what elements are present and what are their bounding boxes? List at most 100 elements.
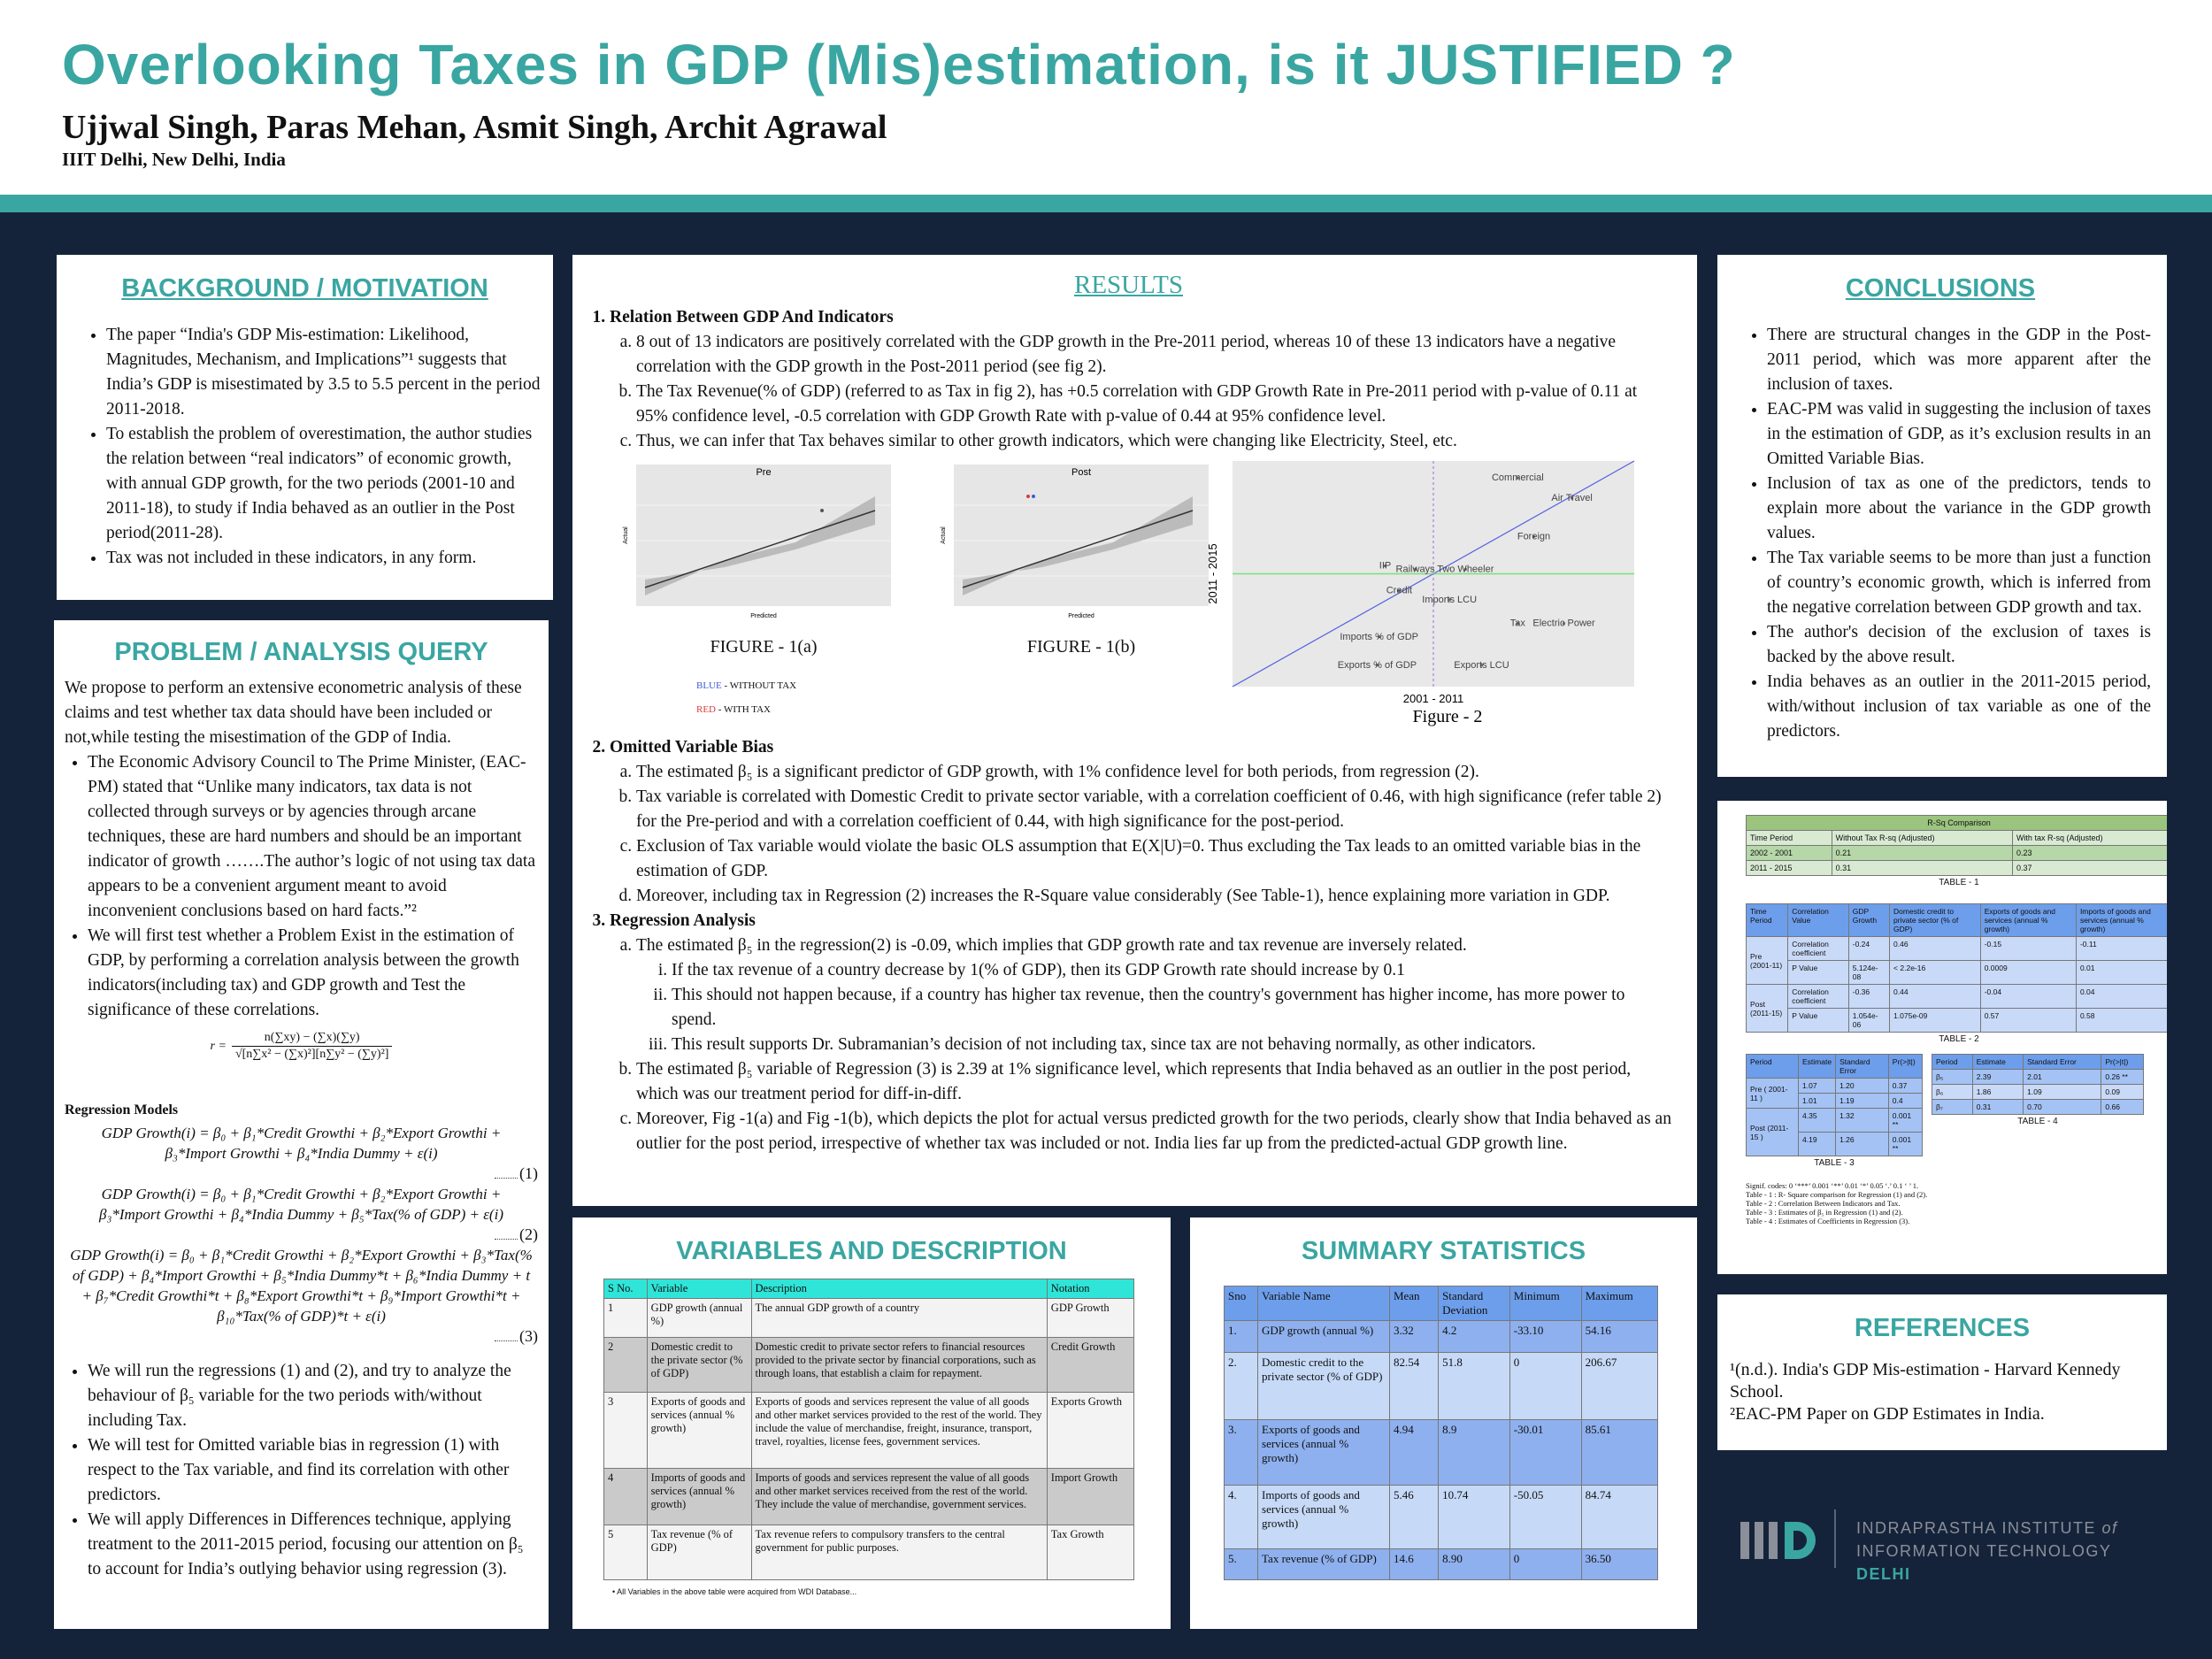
poster-title: Overlooking Taxes in GDP (Mis)estimation…	[62, 33, 1736, 96]
outlier-mark	[820, 509, 824, 512]
table-cell: 0.37	[2011, 860, 2167, 876]
group-cell: Post (2011-15 )	[1745, 1108, 1800, 1156]
header-cell: Maximum	[1580, 1286, 1659, 1321]
header-cell: Without Tax R-sq (Adjusted)	[1831, 830, 2013, 846]
bullet-item: The Economic Advisory Council to The Pri…	[88, 750, 538, 924]
table-cell: 8.90	[1438, 1548, 1510, 1580]
summary-table: Sno Variable Name Mean Standard Deviation Mi…	[1223, 1286, 1659, 1580]
table-note: Table - 4 : Estimates of Coefficients in…	[1746, 1217, 1910, 1225]
header-cell: S No.	[603, 1279, 648, 1299]
section-heading: Relation Between GDP And Indicators	[610, 308, 894, 326]
table-cell: 2011 - 2015	[1746, 860, 1832, 876]
header: Overlooking Taxes in GDP (Mis)estimation…	[0, 0, 2212, 195]
point-label: Electric Power	[1532, 618, 1595, 629]
table-cell: -0.15	[1979, 936, 2077, 961]
header-cell: Sno	[1223, 1286, 1259, 1321]
equation-number-row: (2)	[65, 1225, 538, 1245]
figure-caption: FIGURE - 1(a)	[710, 637, 818, 657]
affiliation: IIIT Delhi, New Delhi, India	[62, 149, 286, 170]
table-row: P Value 1.054e-06 1.075e-09 0.57 0.58	[1746, 1008, 2167, 1033]
header-row: Time Period Without Tax R-sq (Adjusted) Wi…	[1746, 830, 2167, 846]
header-cell: Variable	[646, 1279, 752, 1299]
table-cell: β₆	[1932, 1084, 1973, 1100]
logo-word: DELHI	[1856, 1565, 1911, 1583]
table-cell: 0	[1509, 1352, 1582, 1420]
section-item: Exclusion of Tax variable would violate …	[636, 834, 1672, 884]
header-cell: Period	[1932, 1054, 1973, 1070]
sub-item: This result supports Dr. Subramanian’s d…	[672, 1033, 1672, 1057]
equation-number-row: (3)	[65, 1326, 538, 1347]
table: Time Period Correlation Value GDP Growth Do…	[1745, 903, 2167, 1033]
table-cell: 0.57	[1979, 1008, 2077, 1033]
item-text: The Tax Revenue(% of GDP) (referred to a…	[636, 382, 1638, 426]
note-text: All Variables in the above table were ac…	[617, 1587, 857, 1596]
results-list: Relation Between GDP And Indicators 8 out…	[585, 305, 1672, 1156]
header-cell: Standard Deviation	[1438, 1286, 1510, 1321]
table-title: R-Sq Comparison	[1746, 815, 2167, 831]
table-cell: Exports of goods and services represent …	[750, 1392, 1048, 1469]
table-cell: 0.01	[2075, 960, 2167, 985]
bullet-item: Inclusion of tax as one of the predictor…	[1767, 472, 2151, 546]
header-cell: GDP Growth	[1847, 903, 1891, 937]
table-cell: Tax Growth	[1046, 1525, 1135, 1580]
bullet-item: We will apply Differences in Differences…	[88, 1508, 538, 1582]
table-cell: Tax revenue refers to compulsory transfe…	[750, 1525, 1048, 1580]
point	[1448, 598, 1451, 602]
point	[1532, 534, 1536, 539]
item-text: Thus, we can infer that Tax behaves simi…	[636, 432, 1457, 450]
table-cell: 3	[603, 1392, 648, 1469]
numerator: n(∑xy) − (∑x)(∑y)	[231, 1030, 393, 1047]
panel-title: SUMMARY STATISTICS	[1301, 1237, 1586, 1265]
y-axis-label: 2011 - 2015	[1206, 543, 1219, 603]
item-text: 8 out of 13 indicators are positively co…	[636, 333, 1617, 376]
table-cell: 84.74	[1580, 1485, 1659, 1549]
title-row: R-Sq Comparison	[1746, 815, 2167, 831]
leader	[495, 1239, 518, 1240]
references-panel: REFERENCES ¹(n.d.). India's GDP Mis-esti…	[1717, 1294, 2167, 1450]
point	[1413, 567, 1417, 571]
bullet-list: We will run the regressions (1) and (2),…	[65, 1359, 538, 1582]
table-cell: 0.31	[1971, 1099, 2024, 1115]
table-note: Table - 2 : Correlation Between Indicato…	[1746, 1199, 1901, 1208]
table-cell: 206.67	[1580, 1352, 1659, 1420]
table-row: 2. Domestic credit to the private sector …	[1223, 1352, 1659, 1420]
legend-entry: BLUE - WITHOUT TAX	[696, 673, 796, 698]
item-text: The estimated β₅ is a significant predic…	[636, 763, 1479, 781]
bullet-item: We will run the regressions (1) and (2),…	[88, 1359, 538, 1433]
point	[1375, 664, 1379, 667]
item-text: Tax variable is correlated with Domestic…	[636, 787, 1662, 831]
point-label: Foreign	[1517, 531, 1550, 541]
legend-key: BLUE	[696, 680, 722, 691]
equation-number: (1)	[519, 1164, 538, 1182]
logo-line: INDRAPRASTHA INSTITUTE of	[1856, 1517, 2154, 1540]
table-cell: 3.	[1223, 1419, 1259, 1486]
table-cell: -0.24	[1847, 936, 1891, 961]
table-cell: Tax revenue (% of GDP)	[1257, 1548, 1390, 1580]
section: Omitted Variable Bias The estimated β₅ is…	[610, 735, 1672, 909]
variables-panel: VARIABLES AND DESCRIPTION S No. Variable D…	[572, 1217, 1171, 1629]
group-cell: Pre ( 2001-11 )	[1745, 1078, 1800, 1109]
point	[1383, 564, 1387, 568]
section-heading: Omitted Variable Bias	[610, 738, 774, 757]
plot-background	[954, 465, 1209, 606]
table-cell: 0.4	[1887, 1093, 1924, 1109]
table-cell: 2002 - 2001	[1746, 845, 1832, 861]
table-row: 1 GDP growth (annual %) The annual GDP gro…	[603, 1298, 1135, 1338]
table-cell: GDP Growth	[1046, 1298, 1135, 1338]
tables-panel: R-Sq Comparison Time Period Without Tax R-…	[1717, 801, 2167, 1274]
reference: ¹(n.d.). India's GDP Mis-estimation - Ha…	[1730, 1360, 2121, 1402]
section-item: Tax variable is correlated with Domestic…	[636, 785, 1672, 834]
plot-background	[636, 465, 891, 606]
table-cell: 54.16	[1580, 1320, 1659, 1353]
header-cell: Estimate	[1798, 1054, 1837, 1079]
header-cell: Notation	[1046, 1279, 1135, 1299]
point	[1378, 635, 1381, 639]
item-text: Exclusion of Tax variable would violate …	[636, 837, 1641, 880]
bullet-item: We will test for Omitted variable bias i…	[88, 1433, 538, 1508]
table-cell: 0.37	[1887, 1078, 1924, 1094]
table-cell: 10.74	[1438, 1485, 1510, 1549]
group-cell: Post (2011-15)	[1745, 984, 1789, 1033]
table-row: 2011 - 2015 0.31 0.37	[1746, 860, 2167, 876]
point-label: Railways	[1396, 564, 1436, 574]
